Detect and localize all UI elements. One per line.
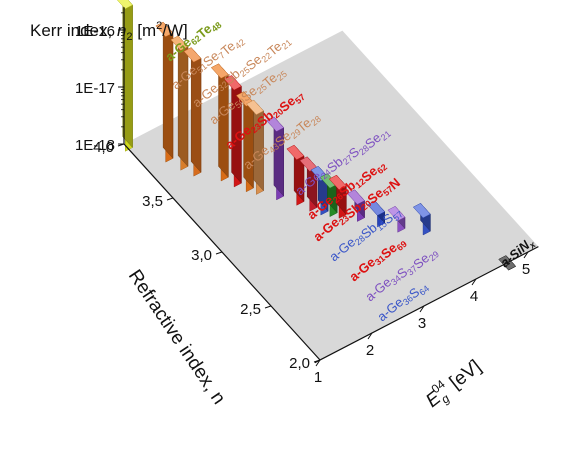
bar bbox=[183, 46, 202, 177]
bar bbox=[347, 189, 365, 222]
bar bbox=[116, 0, 133, 152]
bar bbox=[155, 21, 174, 163]
x-tick bbox=[419, 305, 425, 313]
z-axis-title: Kerr index, n2 [m2/W] bbox=[30, 20, 188, 43]
x-axis-line bbox=[314, 246, 539, 364]
y-tick-label: 4,0 bbox=[93, 139, 114, 156]
bar bbox=[387, 205, 406, 233]
x-tick bbox=[315, 359, 321, 367]
y-tick-label: 2,5 bbox=[240, 301, 261, 318]
bar bbox=[170, 35, 189, 171]
x-tick-label: 2 bbox=[366, 342, 374, 359]
bar bbox=[286, 144, 305, 206]
svg-text:Eg04 [eV]: Eg04 [eV] bbox=[420, 353, 488, 414]
x-tick-label: 4 bbox=[470, 288, 478, 305]
axes-group: 1 2 3 4 5 2,0 2,5 3,0 3,5 4,01E-18 1E-17 1E-16 bbox=[75, 7, 539, 386]
z-tick-label: 1E-17 bbox=[75, 80, 115, 97]
y-tick bbox=[166, 197, 174, 201]
z-tick-label: 1E-18 bbox=[75, 137, 115, 154]
x-axis-title: Eg04 [eV] bbox=[420, 353, 488, 414]
y-tick-label: 2,0 bbox=[289, 355, 310, 372]
x-tick bbox=[471, 278, 477, 286]
y-tick-label: 3,5 bbox=[142, 193, 163, 210]
y-axis-title: Refractive index, n bbox=[124, 266, 229, 408]
y-tick bbox=[264, 305, 272, 309]
y-tick bbox=[215, 251, 223, 255]
x-tick-label: 3 bbox=[418, 315, 426, 332]
bars-group bbox=[116, 0, 517, 271]
bar bbox=[223, 74, 242, 188]
bar bbox=[367, 200, 386, 228]
y-tick-label: 3,0 bbox=[191, 247, 212, 264]
y-tick bbox=[313, 359, 321, 363]
bar bbox=[328, 174, 347, 219]
x-tick bbox=[367, 332, 373, 340]
bar bbox=[246, 99, 264, 195]
bar bbox=[266, 116, 285, 201]
bar bbox=[210, 63, 229, 182]
bar bbox=[412, 202, 431, 236]
x-tick-label: 5 bbox=[522, 261, 530, 278]
x-tick bbox=[523, 251, 529, 259]
z-tick-label: 1E-16 bbox=[75, 23, 115, 40]
x-tick-label: 1 bbox=[314, 369, 322, 386]
